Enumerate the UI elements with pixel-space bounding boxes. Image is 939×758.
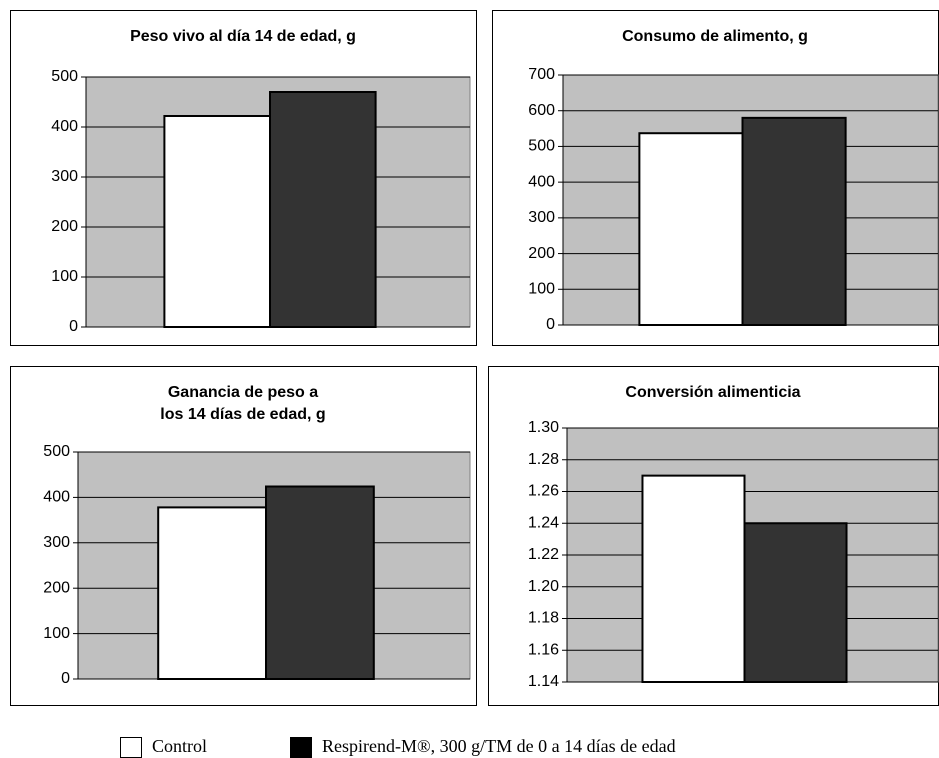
y-tick-label: 400 bbox=[43, 489, 70, 506]
y-tick-label: 1.30 bbox=[528, 419, 559, 436]
chart-title: los 14 días de edad, g bbox=[160, 406, 325, 423]
y-tick-label: 1.16 bbox=[528, 641, 559, 658]
y-tick-label: 1.26 bbox=[528, 483, 559, 500]
legend-swatch bbox=[290, 737, 312, 758]
chart-title: Ganancia de peso a bbox=[168, 384, 318, 401]
y-tick-label: 1.20 bbox=[528, 578, 559, 595]
legend-label: Control bbox=[152, 736, 207, 756]
bar bbox=[638, 132, 744, 326]
bar bbox=[269, 91, 377, 328]
bar bbox=[741, 116, 847, 326]
y-tick-label: 100 bbox=[43, 625, 70, 642]
y-tick-label: 1.24 bbox=[528, 514, 559, 531]
y-tick-label: 700 bbox=[528, 66, 555, 83]
y-tick-label: 0 bbox=[546, 316, 555, 333]
y-tick-label: 300 bbox=[43, 534, 70, 551]
y-tick-label: 300 bbox=[528, 209, 555, 226]
y-tick-label: 300 bbox=[51, 168, 78, 185]
chart-title: Consumo de alimento, g bbox=[622, 28, 808, 45]
y-tick-label: 100 bbox=[528, 281, 555, 298]
legend-label: Respirend-M®, 300 g/TM de 0 a 14 días de… bbox=[322, 736, 676, 756]
y-tick-label: 500 bbox=[528, 138, 555, 155]
y-tick-label: 0 bbox=[69, 318, 78, 335]
legend-swatch bbox=[120, 737, 142, 758]
y-tick-label: 200 bbox=[51, 218, 78, 235]
chart-title: Peso vivo al día 14 de edad, g bbox=[130, 28, 356, 45]
y-tick-label: 500 bbox=[51, 68, 78, 85]
y-tick-label: 400 bbox=[51, 118, 78, 135]
y-tick-label: 0 bbox=[61, 670, 70, 687]
y-tick-label: 1.14 bbox=[528, 673, 559, 690]
y-tick-label: 100 bbox=[51, 268, 78, 285]
bar bbox=[157, 506, 267, 680]
y-tick-label: 200 bbox=[528, 245, 555, 262]
bar bbox=[743, 522, 848, 683]
y-tick-label: 600 bbox=[528, 102, 555, 119]
y-tick-label: 200 bbox=[43, 579, 70, 596]
y-tick-label: 1.18 bbox=[528, 610, 559, 627]
y-tick-label: 1.28 bbox=[528, 451, 559, 468]
y-tick-label: 1.22 bbox=[528, 546, 559, 563]
y-tick-label: 400 bbox=[528, 173, 555, 190]
bar bbox=[641, 474, 746, 683]
bar bbox=[265, 485, 375, 680]
bar bbox=[163, 115, 271, 328]
chart-title: Conversión alimenticia bbox=[625, 384, 800, 401]
y-tick-label: 500 bbox=[43, 443, 70, 460]
